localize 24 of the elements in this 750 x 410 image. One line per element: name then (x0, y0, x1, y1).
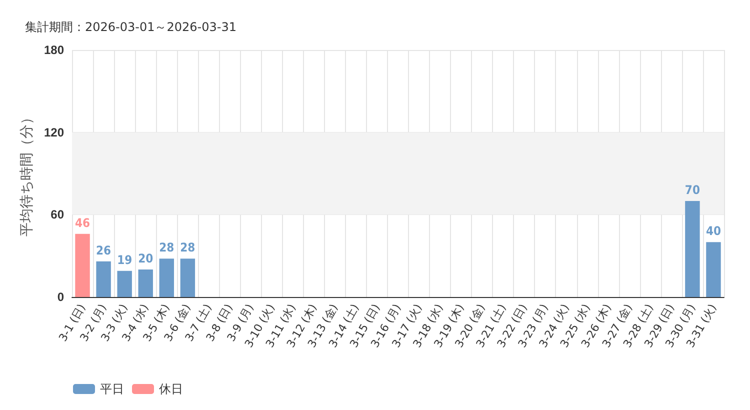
data-label: 40 (706, 224, 721, 238)
y-tick-label: 60 (50, 208, 64, 222)
y-axis-title: 平均待ち時間（分） (18, 110, 34, 236)
bar (138, 270, 153, 297)
data-label: 28 (180, 240, 196, 255)
bar (685, 200, 700, 297)
legend-label: 休日 (159, 382, 183, 396)
data-label: 70 (684, 182, 700, 197)
data-label: 28 (159, 240, 174, 255)
y-tick-label: 120 (44, 125, 64, 140)
y-tick-label: 180 (44, 43, 64, 57)
data-label: 20 (138, 252, 154, 266)
data-label: 19 (117, 252, 132, 267)
bar (706, 242, 721, 297)
data-label: 46 (75, 216, 90, 230)
bar (180, 258, 196, 297)
bar (75, 234, 90, 297)
y-tick-label: 0 (57, 290, 64, 304)
bar (159, 258, 174, 297)
data-label: 26 (96, 243, 112, 258)
chart-title: 集計期間：2026-03-01～2026-03-31 (25, 20, 236, 34)
bar (117, 270, 132, 297)
legend-label: 平日 (100, 382, 124, 396)
bar (96, 261, 111, 297)
